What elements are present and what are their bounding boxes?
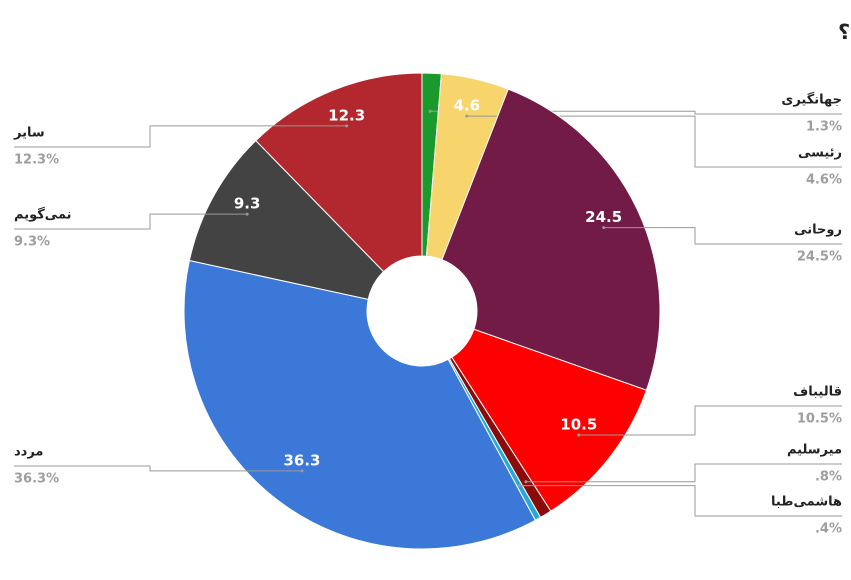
leader-dot bbox=[428, 109, 432, 113]
legend-label: هاشمی‌طبا bbox=[771, 495, 842, 510]
slice bbox=[451, 328, 648, 512]
slice bbox=[441, 88, 661, 391]
value-label: 4.6% bbox=[806, 173, 842, 188]
leader-dot bbox=[602, 226, 606, 230]
slice bbox=[183, 259, 537, 550]
slice bbox=[188, 139, 385, 300]
leader-line bbox=[525, 463, 842, 483]
leader-line bbox=[603, 227, 842, 245]
legend-label: جهانگیری bbox=[781, 92, 842, 108]
inside-label: 12.3 bbox=[328, 106, 365, 124]
leader-dot bbox=[524, 480, 528, 484]
value-label: .8% bbox=[815, 470, 842, 485]
value-label: 36.3% bbox=[14, 472, 59, 487]
inside-label: 4.6 bbox=[454, 97, 481, 115]
legend-label: روحانی bbox=[794, 223, 842, 238]
leader-line bbox=[14, 125, 347, 148]
value-label: 24.5% bbox=[797, 250, 842, 265]
inside-label: 10.5 bbox=[560, 416, 597, 434]
inside-label: 24.5 bbox=[585, 208, 622, 226]
inside-label: 36.3 bbox=[283, 451, 320, 469]
leader-dot bbox=[465, 114, 469, 118]
value-label: .4% bbox=[815, 522, 842, 537]
legend-label: قالیباف bbox=[793, 385, 842, 400]
legend-label: مردد bbox=[14, 445, 43, 460]
leader-dot bbox=[245, 212, 249, 216]
leader-dot bbox=[300, 469, 304, 473]
legend-label: رئیسی bbox=[798, 146, 842, 161]
value-label: 9.3% bbox=[14, 235, 50, 250]
legend-label: میرسلیم bbox=[787, 443, 842, 458]
value-label: 12.3% bbox=[14, 153, 59, 168]
legend-label: سایر bbox=[13, 126, 45, 141]
leader-line bbox=[14, 465, 302, 472]
leader-dot bbox=[517, 484, 521, 488]
inside-label: 9.3 bbox=[234, 195, 261, 213]
value-label: 1.3% bbox=[806, 120, 842, 135]
value-label: 10.5% bbox=[797, 412, 842, 427]
leader-line bbox=[466, 115, 842, 168]
legend-label: نمی‌گویم bbox=[14, 207, 72, 223]
leader-line bbox=[430, 110, 842, 115]
slice bbox=[255, 72, 423, 273]
leader-dot bbox=[577, 433, 581, 437]
leader-dot bbox=[345, 124, 349, 128]
chart-title: (%) اگر همین امروز انتخابات برگزار می‌شد… bbox=[838, 19, 851, 44]
leader-line bbox=[14, 213, 248, 230]
leader-line bbox=[519, 485, 842, 517]
leader-line bbox=[578, 405, 842, 436]
